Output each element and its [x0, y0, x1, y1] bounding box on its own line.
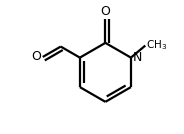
Text: O: O — [100, 5, 110, 18]
Text: O: O — [31, 50, 41, 64]
Text: $\mathregular{CH_3}$: $\mathregular{CH_3}$ — [146, 38, 167, 52]
Text: N: N — [132, 51, 142, 64]
